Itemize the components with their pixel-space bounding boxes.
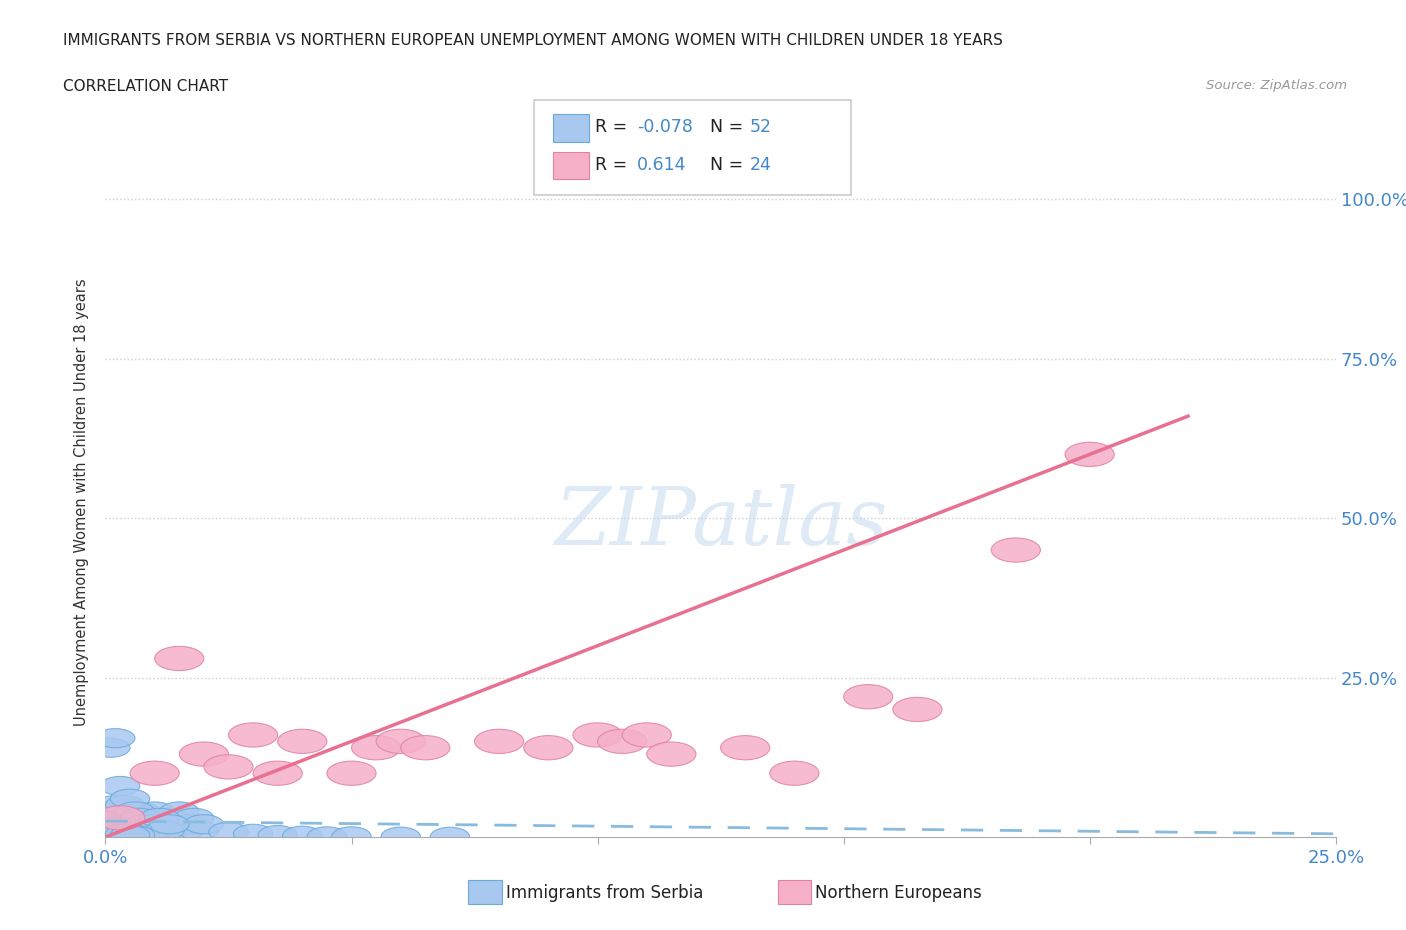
Ellipse shape (131, 821, 170, 840)
Ellipse shape (332, 827, 371, 846)
Ellipse shape (174, 808, 214, 828)
Ellipse shape (283, 826, 322, 845)
Text: Immigrants from Serbia: Immigrants from Serbia (506, 884, 703, 902)
Ellipse shape (98, 815, 138, 834)
Ellipse shape (135, 815, 174, 834)
Ellipse shape (105, 815, 145, 834)
Ellipse shape (598, 729, 647, 753)
Y-axis label: Unemployment Among Women with Children Under 18 years: Unemployment Among Women with Children U… (75, 278, 90, 726)
Text: R =: R = (595, 155, 633, 174)
Text: 52: 52 (749, 118, 772, 137)
Ellipse shape (278, 729, 328, 753)
Ellipse shape (105, 795, 145, 815)
Ellipse shape (110, 821, 150, 840)
Text: IMMIGRANTS FROM SERBIA VS NORTHERN EUROPEAN UNEMPLOYMENT AMONG WOMEN WITH CHILDR: IMMIGRANTS FROM SERBIA VS NORTHERN EUROP… (63, 33, 1002, 47)
Ellipse shape (307, 827, 347, 846)
Ellipse shape (110, 790, 150, 808)
Ellipse shape (720, 736, 770, 760)
Ellipse shape (647, 742, 696, 766)
Ellipse shape (253, 761, 302, 785)
Ellipse shape (131, 761, 180, 785)
Ellipse shape (91, 808, 131, 828)
Ellipse shape (93, 802, 132, 821)
Ellipse shape (430, 828, 470, 846)
Ellipse shape (165, 821, 204, 840)
Ellipse shape (101, 777, 141, 795)
Ellipse shape (170, 815, 209, 834)
Ellipse shape (131, 808, 170, 828)
Ellipse shape (96, 795, 135, 815)
Text: ZIPatlas: ZIPatlas (554, 484, 887, 561)
Ellipse shape (110, 826, 150, 844)
Ellipse shape (115, 808, 155, 828)
Ellipse shape (160, 802, 200, 821)
Ellipse shape (326, 761, 377, 785)
Ellipse shape (844, 684, 893, 709)
Text: N =: N = (710, 118, 749, 137)
Text: 0.614: 0.614 (637, 155, 686, 174)
Ellipse shape (121, 808, 160, 828)
Ellipse shape (180, 821, 219, 840)
Ellipse shape (180, 742, 229, 766)
Text: N =: N = (710, 155, 749, 174)
Ellipse shape (623, 723, 672, 747)
Ellipse shape (141, 808, 180, 828)
Ellipse shape (991, 538, 1040, 562)
Ellipse shape (352, 736, 401, 760)
Ellipse shape (259, 826, 298, 844)
Ellipse shape (101, 808, 141, 828)
Ellipse shape (574, 723, 623, 747)
Ellipse shape (96, 805, 145, 830)
Ellipse shape (184, 815, 224, 834)
Ellipse shape (125, 815, 165, 834)
Text: 24: 24 (749, 155, 772, 174)
Ellipse shape (101, 821, 141, 840)
Ellipse shape (204, 755, 253, 779)
Ellipse shape (770, 761, 820, 785)
Ellipse shape (115, 802, 155, 821)
Ellipse shape (96, 821, 135, 840)
Ellipse shape (89, 815, 128, 834)
Ellipse shape (145, 821, 184, 840)
Ellipse shape (105, 824, 145, 844)
Ellipse shape (150, 815, 188, 834)
Text: Source: ZipAtlas.com: Source: ZipAtlas.com (1206, 79, 1347, 92)
Ellipse shape (209, 822, 249, 842)
Ellipse shape (101, 824, 141, 844)
Ellipse shape (105, 824, 145, 844)
Ellipse shape (96, 728, 135, 748)
Ellipse shape (155, 815, 194, 834)
Text: CORRELATION CHART: CORRELATION CHART (63, 79, 228, 94)
Ellipse shape (150, 808, 188, 828)
Ellipse shape (135, 802, 174, 821)
Text: Northern Europeans: Northern Europeans (815, 884, 983, 902)
Ellipse shape (475, 729, 524, 753)
Ellipse shape (377, 729, 426, 753)
Ellipse shape (233, 824, 273, 844)
Ellipse shape (145, 821, 184, 840)
Ellipse shape (229, 723, 278, 747)
Ellipse shape (155, 646, 204, 671)
Ellipse shape (1066, 443, 1115, 467)
Ellipse shape (141, 815, 180, 834)
Text: -0.078: -0.078 (637, 118, 693, 137)
Ellipse shape (401, 736, 450, 760)
Ellipse shape (91, 738, 131, 757)
Ellipse shape (893, 698, 942, 722)
Ellipse shape (524, 736, 574, 760)
Ellipse shape (125, 815, 165, 834)
Ellipse shape (121, 802, 160, 821)
Ellipse shape (115, 826, 155, 844)
Ellipse shape (110, 824, 150, 844)
Text: R =: R = (595, 118, 633, 137)
Ellipse shape (381, 827, 420, 846)
